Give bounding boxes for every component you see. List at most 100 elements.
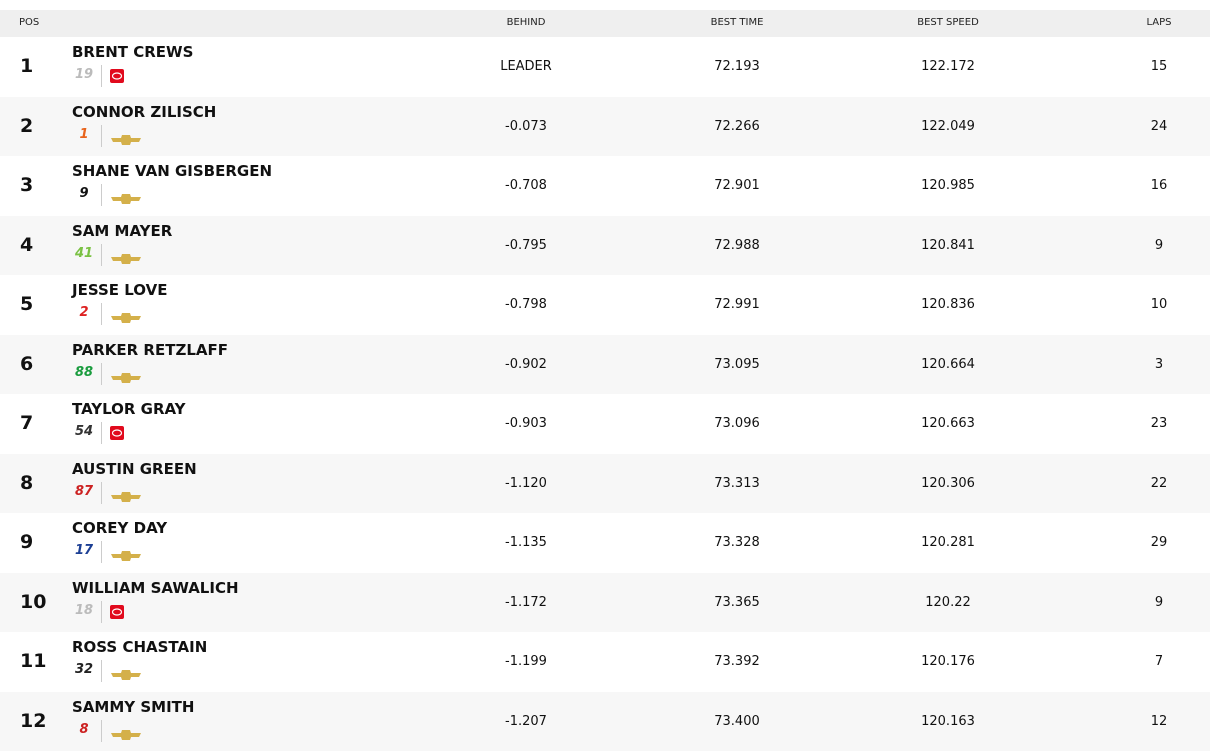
table-cell: -0.708	[505, 178, 547, 193]
table-cell: 120.985	[921, 178, 975, 193]
manufacturer-logo	[111, 249, 141, 268]
table-row: 11 ROSS CHASTAIN 32 -1.199 73.392 120.176 7	[0, 632, 1210, 692]
table-cell: 120.22	[925, 594, 971, 610]
table-cell: -0.902	[505, 356, 547, 372]
table-row: 3 SHANE VAN GISBERGEN 9 -0.708 72.901 120.985…	[0, 156, 1210, 216]
separator	[101, 243, 102, 266]
manufacturer-logo	[111, 725, 141, 744]
driver-name: PARKER RETZLAFF	[72, 340, 228, 359]
table-row: 8 AUSTIN GREEN 87 -1.120 73.313 120.306 22	[0, 453, 1210, 513]
table-cell: LEADER	[500, 59, 552, 74]
separator	[101, 362, 102, 385]
separator	[101, 303, 102, 325]
table-row: 10 WILLIAM SAWALICH 18 -1.172 73.365 120.22 9	[0, 572, 1210, 632]
table-row: 4 SAM MAYER 41 -0.795 72.988 120.841 9	[0, 215, 1210, 275]
table-cell: 10	[1150, 297, 1168, 312]
table-cell: 72.991	[714, 297, 760, 312]
table-cell: 12	[1150, 713, 1168, 729]
table-cell: 9	[1154, 237, 1164, 253]
header-cell: POS	[19, 17, 40, 28]
table-cell: 72.988	[714, 237, 760, 253]
table-cell: -0.073	[505, 118, 547, 134]
table-cell: -0.903	[505, 416, 547, 431]
manufacturer-logo	[111, 368, 141, 387]
driver-name: WILLIAM SAWALICH	[72, 578, 239, 597]
table-cell: 73.095	[714, 356, 760, 372]
header-cell: LAPS	[1146, 17, 1172, 28]
driver-name: SAM MAYER	[72, 221, 173, 240]
car-number: 8	[79, 721, 89, 737]
separator	[101, 184, 102, 206]
driver-name: ROSS CHASTAIN	[72, 638, 208, 656]
car-number: 41	[74, 245, 94, 261]
car-number: 2	[79, 305, 89, 320]
table-cell: -0.795	[505, 237, 547, 253]
table-row: 2 CONNOR ZILISCH 1 -0.073 72.266 122.049 24	[0, 96, 1210, 156]
table-row: 5 JESSE LOVE 2 -0.798 72.991 120.836 10	[0, 275, 1210, 335]
table-cell: 120.176	[921, 654, 975, 669]
table-cell: 23	[1150, 416, 1168, 431]
manufacturer-logo	[111, 189, 141, 208]
table-cell: 72.193	[714, 59, 760, 74]
header-cell: BEST SPEED	[917, 17, 979, 28]
header-row: POS BEHIND BEST TIME BEST SPEED LAPS	[0, 10, 1210, 37]
table-cell: -1.172	[505, 594, 547, 610]
header-cell: BEHIND	[506, 17, 546, 28]
driver-name: CONNOR ZILISCH	[72, 102, 217, 121]
manufacturer-logo	[110, 604, 124, 623]
manufacturer-logo	[111, 487, 141, 506]
table-cell: 73.313	[714, 475, 760, 491]
table-cell: 73.392	[714, 654, 760, 669]
position: 1	[20, 55, 34, 77]
table-cell: 122.172	[921, 59, 975, 74]
position: 7	[20, 412, 34, 434]
car-number: 9	[79, 186, 89, 201]
driver-name: AUSTIN GREEN	[72, 459, 197, 478]
position: 3	[20, 174, 34, 196]
table-row: 7 TAYLOR GRAY 54 -0.903 73.096 120.663 23	[0, 394, 1210, 454]
driver-name: SHANE VAN GISBERGEN	[72, 162, 273, 180]
table-cell: 22	[1150, 475, 1168, 491]
separator	[101, 600, 102, 623]
table-cell: 7	[1154, 654, 1164, 669]
driver-name: TAYLOR GRAY	[72, 400, 186, 418]
separator	[101, 124, 102, 147]
position: 5	[20, 293, 34, 315]
position: 9	[20, 531, 34, 553]
separator	[101, 541, 102, 563]
table-cell: 120.306	[921, 475, 975, 491]
car-number: 1	[79, 126, 89, 142]
car-number: 88	[74, 364, 94, 380]
table-cell: 120.163	[921, 713, 975, 729]
table-cell: 122.049	[921, 118, 975, 134]
table-cell: 15	[1150, 59, 1168, 74]
position: 4	[20, 233, 34, 256]
table-cell: 16	[1150, 178, 1168, 193]
table-cell: 120.664	[921, 356, 975, 372]
position: 6	[20, 352, 34, 375]
table-cell: 9	[1154, 594, 1164, 610]
driver-name: BRENT CREWS	[72, 43, 194, 61]
manufacturer-logo	[111, 308, 141, 327]
table-cell: 29	[1150, 535, 1168, 550]
driver-name: JESSE LOVE	[72, 281, 168, 299]
position: 8	[20, 471, 34, 494]
table-cell: -1.207	[505, 713, 547, 729]
manufacturer-logo	[111, 546, 141, 565]
table-cell: 72.266	[714, 118, 760, 134]
car-number: 18	[74, 602, 94, 618]
table-cell: 73.328	[714, 535, 760, 550]
car-number: 17	[74, 543, 94, 558]
table-cell: 72.901	[714, 178, 760, 193]
table-cell: -1.199	[505, 654, 547, 669]
manufacturer-logo	[111, 130, 141, 149]
table-row: 12 SAMMY SMITH 8 -1.207 73.400 120.163 12	[0, 691, 1210, 751]
manufacturer-logo	[110, 425, 124, 444]
table-cell: 73.365	[714, 594, 760, 610]
table-row: 6 PARKER RETZLAFF 88 -0.902 73.095 120.664 3	[0, 334, 1210, 394]
table-cell: 120.281	[921, 535, 975, 550]
table-cell: 73.400	[714, 713, 760, 729]
table-cell: -1.120	[505, 475, 547, 491]
table-cell: 120.841	[921, 237, 975, 253]
